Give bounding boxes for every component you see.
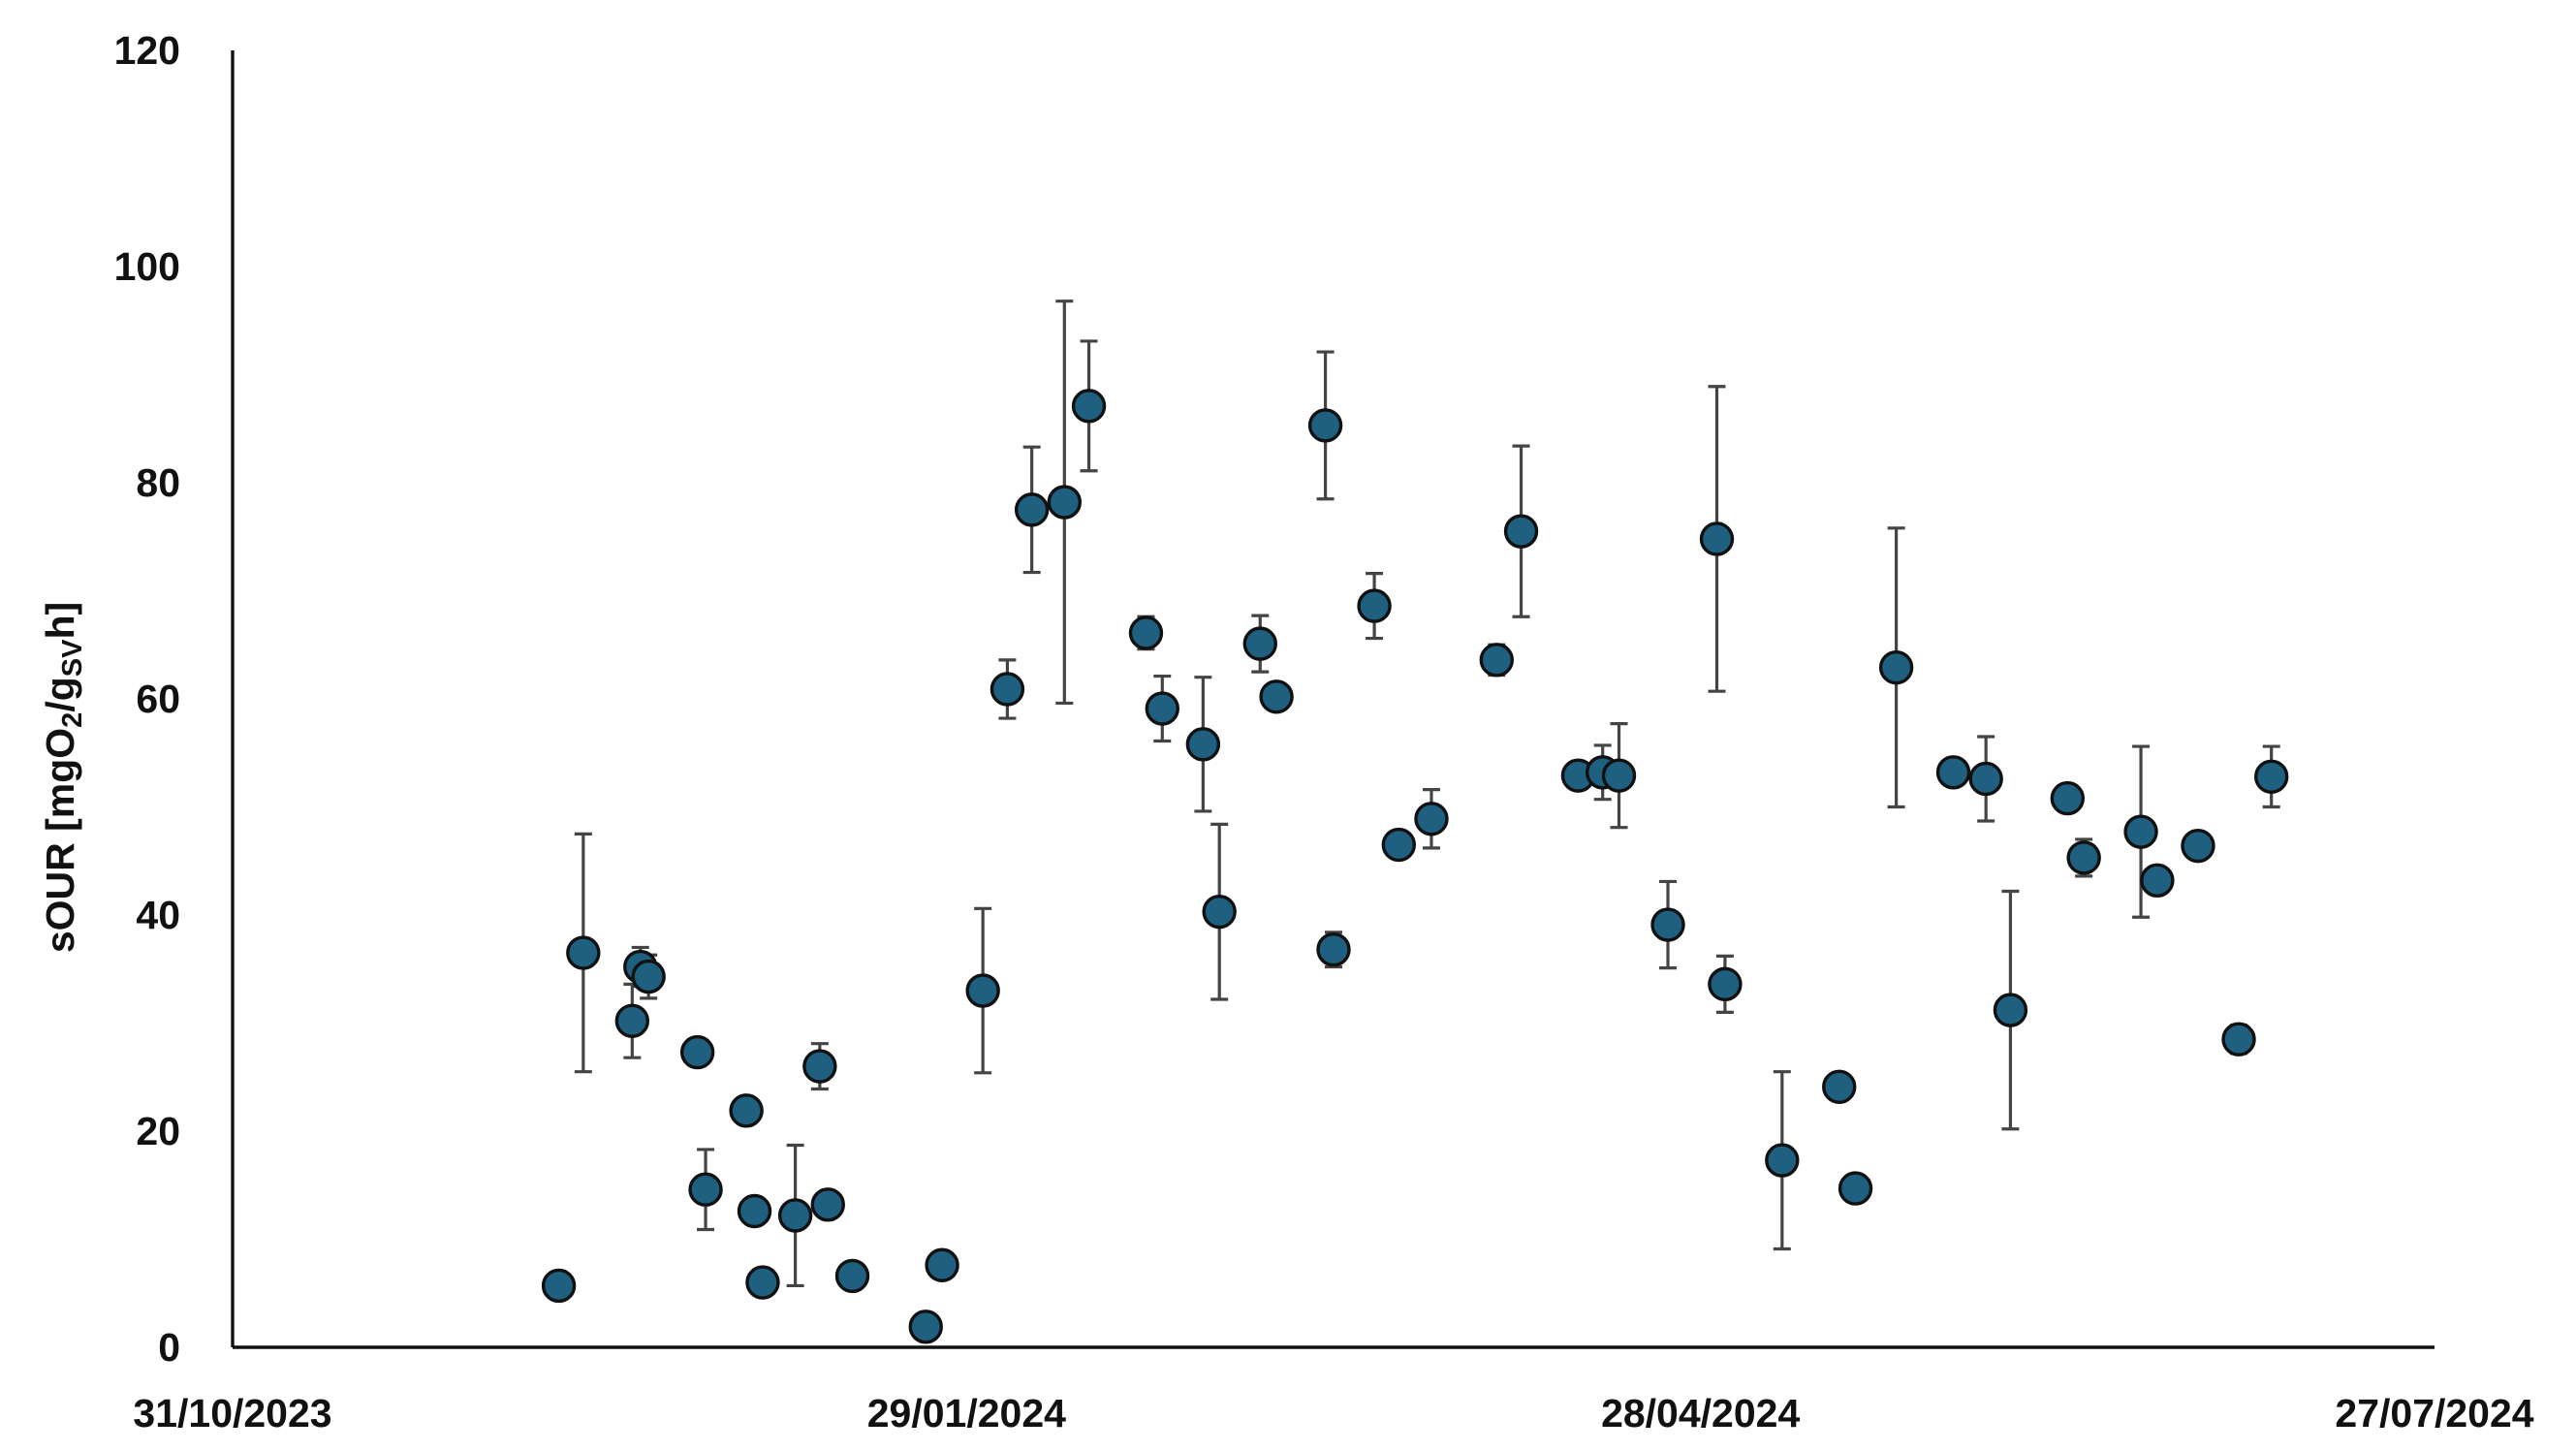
data-point xyxy=(1650,907,1685,942)
data-point xyxy=(1838,1171,1873,1206)
y-tick-label: 20 xyxy=(136,1109,180,1153)
data-point xyxy=(745,1265,780,1300)
data-point xyxy=(777,1198,813,1233)
axes xyxy=(231,50,2435,1349)
y-axis-title-mid: /g xyxy=(38,677,82,711)
data-point xyxy=(1128,615,1164,650)
data-point xyxy=(679,1034,715,1070)
data-point xyxy=(1259,679,1294,714)
data-point xyxy=(688,1172,723,1207)
y-tick-label: 60 xyxy=(136,677,180,721)
data-point xyxy=(834,1258,870,1294)
data-point xyxy=(802,1049,837,1084)
y-axis-title-sub2: SV xyxy=(57,639,88,677)
data-point xyxy=(1242,626,1277,661)
data-point xyxy=(1479,643,1514,678)
y-tick-labels: 0 20 40 60 80 100 120 xyxy=(114,28,180,1370)
y-tick-label: 80 xyxy=(136,460,180,505)
y-tick-label: 0 xyxy=(158,1325,180,1370)
data-point xyxy=(631,959,666,994)
y-axis-title: sOUR [mgO2/gSVh] xyxy=(38,602,88,953)
data-point xyxy=(1071,389,1107,424)
y-axis-title-prefix: sOUR [mgO xyxy=(38,728,82,953)
data-point xyxy=(1968,761,2003,797)
data-point xyxy=(2050,780,2086,816)
data-point xyxy=(2181,828,2215,864)
data-point xyxy=(566,935,601,970)
data-point xyxy=(1307,408,1343,443)
data-point xyxy=(2254,759,2289,794)
data-point xyxy=(2140,863,2175,899)
data-point xyxy=(1414,802,1449,836)
data-point xyxy=(541,1268,577,1304)
x-tick-labels: 31/10/2023 29/01/2024 28/04/2024 27/07/2024 xyxy=(133,1391,2533,1435)
data-point xyxy=(1047,485,1083,520)
data-point xyxy=(1935,755,1971,790)
x-tick-label: 29/01/2024 xyxy=(867,1391,1066,1435)
data-point xyxy=(1202,894,1237,930)
data-point xyxy=(729,1093,764,1128)
data-point xyxy=(810,1187,845,1222)
data-point xyxy=(1765,1143,1800,1178)
data-point xyxy=(1381,827,1417,863)
data-point xyxy=(908,1309,943,1344)
data-point xyxy=(1708,966,1743,1002)
x-tick-label: 27/07/2024 xyxy=(2335,1391,2533,1435)
data-point xyxy=(990,672,1025,707)
x-tick-label: 28/04/2024 xyxy=(1601,1391,1800,1435)
data-point xyxy=(1993,993,2028,1027)
data-point xyxy=(2123,814,2158,849)
data-point xyxy=(1014,492,1050,527)
error-bars xyxy=(574,300,2280,1288)
data-point xyxy=(1357,588,1392,623)
data-point xyxy=(614,1003,650,1038)
data-point xyxy=(2066,840,2101,875)
data-point xyxy=(1601,758,1637,793)
y-tick-label: 40 xyxy=(136,893,180,937)
data-points xyxy=(541,389,2289,1344)
y-tick-label: 100 xyxy=(114,244,180,289)
data-point xyxy=(1185,727,1221,762)
x-tick-label: 31/10/2023 xyxy=(133,1391,331,1435)
data-point xyxy=(2221,1022,2256,1057)
y-tick-label: 120 xyxy=(114,28,180,73)
data-point xyxy=(1699,521,1735,556)
data-point xyxy=(965,973,1000,1008)
y-axis-title-sub1: 2 xyxy=(57,712,88,728)
data-point xyxy=(1503,514,1539,549)
y-axis-title-suffix: h] xyxy=(38,602,82,640)
data-point xyxy=(1316,931,1351,967)
data-point xyxy=(1145,691,1179,726)
data-point xyxy=(1822,1069,1857,1104)
data-point xyxy=(925,1247,959,1282)
data-point xyxy=(1878,649,1914,685)
data-point xyxy=(737,1193,772,1229)
